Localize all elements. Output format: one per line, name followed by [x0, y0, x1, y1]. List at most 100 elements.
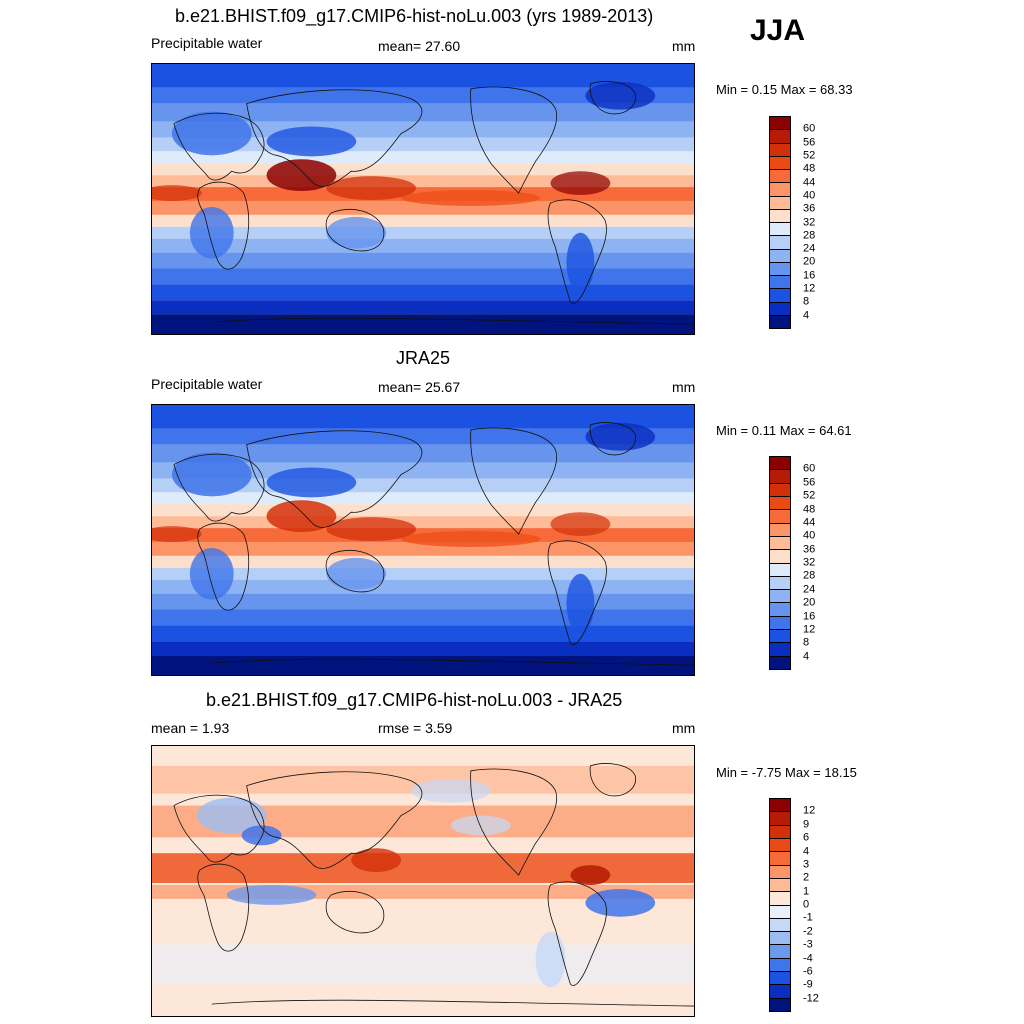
panel1-variable-label: Precipitable water: [151, 35, 263, 51]
colorbar-tick-label: 20: [803, 596, 816, 609]
colorbar-swatch: [770, 209, 790, 223]
colorbar-swatch: [770, 616, 790, 631]
panel1-title: b.e21.BHIST.f09_g17.CMIP6-hist-noLu.003 …: [175, 6, 654, 26]
colorbar-swatch: [770, 315, 790, 328]
panel1-map: [151, 63, 695, 335]
colorbar-swatch: [770, 958, 790, 973]
colorbar-swatch: [770, 170, 790, 184]
colorbar-swatch: [770, 143, 790, 157]
colorbar-swatch: [770, 643, 790, 657]
colorbar-swatch: [770, 603, 790, 617]
colorbar-swatch: [770, 932, 790, 946]
panel3-title: b.e21.BHIST.f09_g17.CMIP6-hist-noLu.003 …: [206, 690, 623, 710]
colorbar-tick-label: 32: [803, 216, 816, 228]
colorbar-tick-label: 56: [803, 476, 816, 489]
colorbar-tick-label: -3: [803, 938, 813, 951]
colorbar-swatch: [770, 945, 790, 959]
panel3-colorbar-ticks: 12 9 6 4 3 2 1 0 -1 -2 -3 -4 -6 -9 -12: [803, 798, 843, 1012]
colorbar-swatch: [770, 985, 790, 999]
colorbar-swatch: [770, 878, 790, 893]
panel3-rmse-label: rmse = 3.59: [378, 720, 453, 736]
panel1-colorbar-ticks: 60 56 52 48 44 40 36 32 28 24 20 16 12 8 4: [803, 116, 843, 329]
colorbar-tick-label: 6: [803, 831, 810, 844]
colorbar-swatch: [770, 223, 790, 237]
colorbar-swatch: [770, 972, 790, 986]
colorbar-tick-label: 44: [803, 176, 816, 189]
colorbar-tick-label: -6: [803, 965, 813, 978]
colorbar-swatch: [770, 812, 790, 826]
panel1-minmax-label: Min = 0.15 Max = 68.33: [716, 82, 853, 97]
colorbar-tick-label: 1: [803, 885, 810, 898]
colorbar-tick-label: 0: [803, 898, 810, 911]
colorbar-swatch: [770, 262, 790, 276]
map-field: [152, 746, 694, 1016]
colorbar-tick-label: 40: [803, 189, 816, 202]
colorbar-tick-label: -9: [803, 978, 813, 991]
colorbar-swatch: [770, 865, 790, 879]
colorbar-swatch: [770, 630, 790, 644]
colorbar-tick-label: 12: [803, 804, 816, 817]
colorbar-swatch: [770, 838, 790, 853]
colorbar-tick-label: 8: [803, 636, 810, 649]
colorbar-tick-label: 24: [803, 242, 816, 255]
panel3-units-label: mm: [672, 720, 696, 736]
colorbar-tick-label: 4: [803, 845, 810, 857]
colorbar-tick-label: 9: [803, 818, 810, 831]
panel1-units-label: mm: [672, 38, 696, 54]
colorbar-swatch: [770, 510, 790, 524]
colorbar-tick-label: 60: [803, 122, 816, 135]
panel2-mean-label: mean= 25.67: [378, 379, 461, 395]
colorbar-tick-label: 16: [803, 610, 816, 622]
season-label: JJA: [750, 14, 806, 47]
colorbar-swatch: [770, 799, 790, 813]
colorbar-swatch: [770, 576, 790, 591]
colorbar-tick-label: -12: [803, 992, 819, 1005]
colorbar-swatch: [770, 470, 790, 484]
colorbar-swatch: [770, 892, 790, 906]
colorbar-swatch: [770, 289, 790, 303]
colorbar-tick-label: 3: [803, 858, 810, 871]
colorbar-swatch: [770, 457, 790, 471]
colorbar-tick-label: 16: [803, 269, 816, 282]
colorbar-swatch: [770, 852, 790, 866]
panel2-units-label: mm: [672, 379, 696, 395]
colorbar-tick-label: 36: [803, 543, 816, 556]
panel3-map: [151, 745, 695, 1017]
colorbar-tick-label: -2: [803, 925, 813, 938]
panel2-minmax-label: Min = 0.11 Max = 64.61: [716, 423, 852, 438]
panel1-mean-label: mean= 27.60: [378, 38, 461, 54]
colorbar-swatch: [770, 156, 790, 170]
colorbar-swatch: [770, 302, 790, 316]
panel2-map: [151, 404, 695, 676]
colorbar-swatch: [770, 183, 790, 197]
colorbar-tick-label: 60: [803, 462, 816, 475]
colorbar-tick-label: 40: [803, 529, 816, 542]
colorbar-tick-label: 28: [803, 569, 816, 582]
colorbar-tick-label: -4: [803, 952, 813, 964]
map-field: [152, 64, 694, 334]
colorbar-swatch: [770, 276, 790, 290]
colorbar-swatch: [770, 590, 790, 604]
colorbar-swatch: [770, 523, 790, 537]
colorbar-swatch: [770, 196, 790, 210]
colorbar-tick-label: 24: [803, 583, 816, 596]
colorbar-swatch: [770, 236, 790, 250]
colorbar-swatch: [770, 130, 790, 144]
colorbar-swatch: [770, 825, 790, 839]
colorbar-swatch: [770, 117, 790, 131]
panel3-colorbar: [769, 798, 791, 1012]
colorbar-swatch: [770, 656, 790, 669]
panel2-colorbar-ticks: 60 56 52 48 44 40 36 32 28 24 20 16 12 8 4: [803, 456, 843, 670]
colorbar-swatch: [770, 483, 790, 497]
panel2-variable-label: Precipitable water: [151, 376, 263, 392]
colorbar-swatch: [770, 249, 790, 263]
colorbar-tick-label: 48: [803, 503, 816, 515]
colorbar-tick-label: 2: [803, 871, 810, 884]
colorbar-tick-label: 36: [803, 202, 816, 215]
colorbar-swatch: [770, 998, 790, 1011]
colorbar-tick-label: 28: [803, 229, 816, 242]
colorbar-tick-label: 32: [803, 556, 816, 569]
panel1-colorbar: [769, 116, 791, 329]
panel2-title: JRA25: [396, 348, 451, 368]
colorbar-tick-label: 12: [803, 623, 816, 636]
